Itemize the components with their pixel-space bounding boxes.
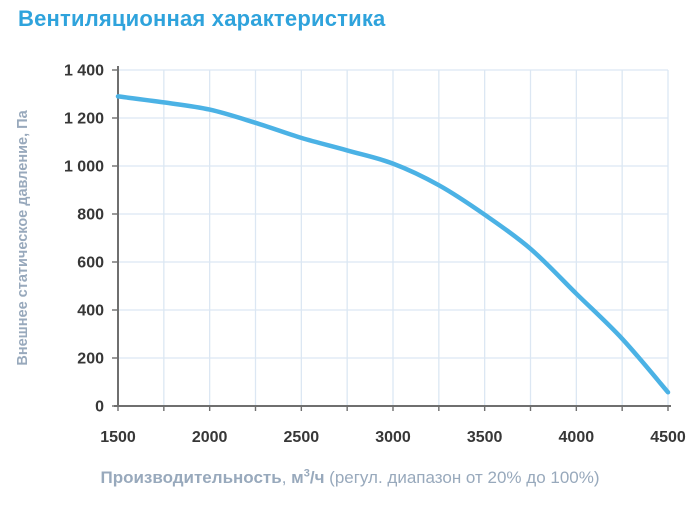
y-axis-title: Внешнее статическое давление, Па bbox=[15, 110, 31, 366]
x-axis-unit-sup: 3 bbox=[303, 467, 310, 480]
x-tick-label: 3000 bbox=[375, 429, 411, 446]
y-tick-label: 800 bbox=[77, 207, 104, 224]
y-tick-label: 600 bbox=[77, 255, 104, 272]
y-tick-label: 1 200 bbox=[64, 111, 104, 128]
x-tick-label: 1500 bbox=[100, 429, 136, 446]
y-tick-label: 1 400 bbox=[64, 63, 104, 80]
x-tick-label: 2500 bbox=[284, 429, 320, 446]
y-tick-label: 400 bbox=[77, 303, 104, 320]
x-axis-title-note: (регул. диапазон от 20% до 100%) bbox=[324, 468, 600, 487]
x-tick-label: 2000 bbox=[192, 429, 228, 446]
fan-curve-line bbox=[115, 94, 671, 395]
x-axis-title: Производительность, м3/ч (регул. диапазо… bbox=[0, 468, 700, 488]
x-tick-label: 3500 bbox=[467, 429, 503, 446]
x-axis-unit: м3/ч bbox=[291, 467, 325, 487]
x-axis-title-sep: , bbox=[281, 468, 292, 487]
x-tick-label: 4500 bbox=[650, 429, 686, 446]
y-tick-label: 200 bbox=[77, 351, 104, 368]
x-tick-label: 4000 bbox=[559, 429, 595, 446]
y-tick-label: 1 000 bbox=[64, 159, 104, 176]
x-axis-title-name: Производительность bbox=[100, 468, 282, 487]
chart-title: Вентиляционная характеристика bbox=[18, 6, 386, 31]
y-tick-label: 0 bbox=[95, 399, 104, 416]
